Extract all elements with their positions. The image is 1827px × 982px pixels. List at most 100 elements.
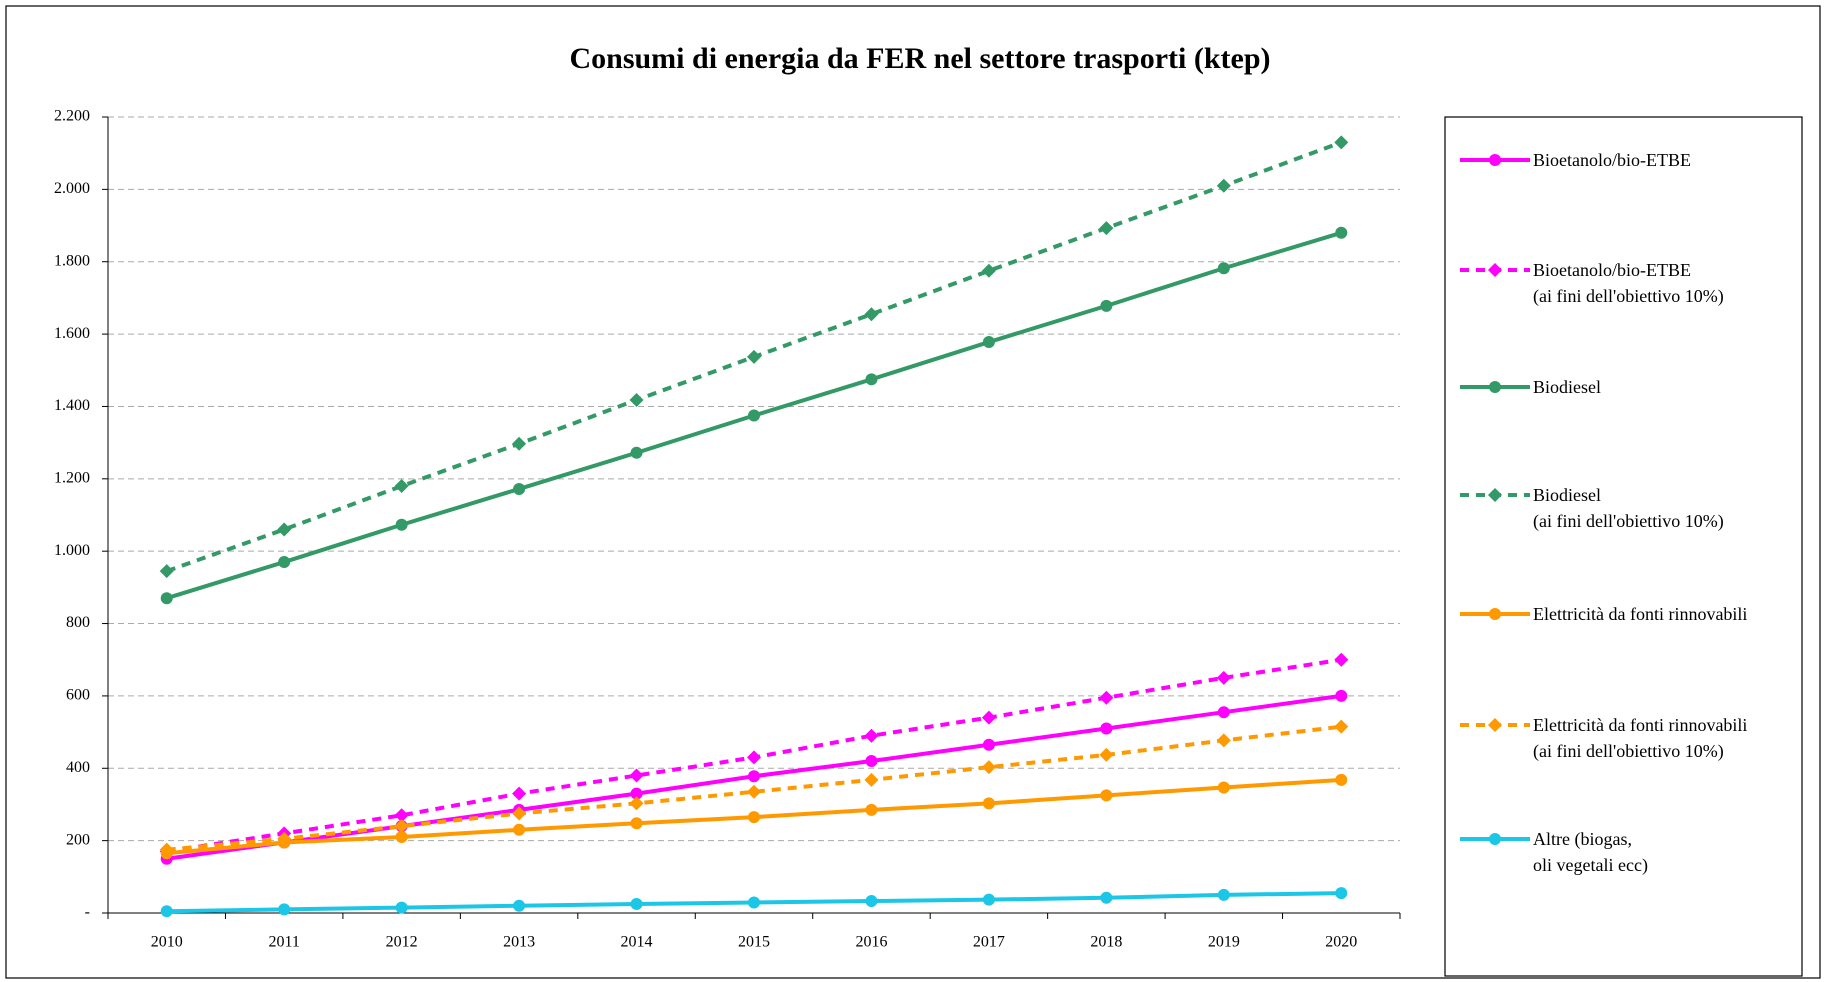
marker	[982, 738, 995, 751]
marker	[982, 893, 995, 906]
legend-marker	[1489, 833, 1501, 845]
marker	[748, 896, 760, 909]
marker	[1334, 135, 1349, 150]
marker	[513, 482, 526, 495]
chart-border	[5, 5, 1821, 979]
x-tick-label: 2016	[855, 934, 887, 951]
marker	[278, 556, 291, 569]
marker	[630, 787, 643, 800]
marker	[1099, 690, 1114, 705]
chart-title: Consumi di energia da FER nel settore tr…	[569, 42, 1270, 75]
marker	[1100, 789, 1113, 802]
marker	[160, 905, 173, 918]
legend-marker	[1489, 381, 1501, 393]
marker	[1217, 888, 1230, 901]
marker	[1335, 226, 1348, 239]
y-tick-label: 400	[66, 759, 90, 776]
marker	[981, 760, 996, 775]
marker	[1100, 299, 1113, 312]
marker	[160, 592, 173, 605]
legend-marker	[1489, 154, 1501, 166]
y-tick-label: 2.200	[54, 108, 90, 125]
legend-label: Bioetanolo/bio-ETBE	[1533, 150, 1691, 170]
marker	[865, 803, 878, 816]
series-line	[166, 724, 1342, 852]
marker	[748, 409, 760, 422]
y-tick-label: 800	[66, 614, 90, 631]
legend-box	[1444, 116, 1803, 977]
marker	[629, 392, 644, 407]
marker	[865, 373, 878, 386]
marker	[1099, 747, 1114, 762]
legend-marker	[1488, 488, 1502, 502]
marker	[1100, 722, 1113, 735]
marker	[159, 564, 174, 579]
marker	[394, 819, 409, 834]
legend-marker	[1489, 608, 1501, 620]
marker	[395, 901, 408, 914]
x-tick-label: 2010	[151, 934, 183, 951]
legend-label: Biodiesel (ai fini dell'obiettivo 10%)	[1533, 485, 1724, 531]
marker	[1335, 887, 1348, 900]
marker	[981, 263, 996, 278]
marker	[278, 903, 291, 916]
y-tick-label: 1.400	[54, 397, 90, 414]
x-tick-label: 2020	[1325, 934, 1357, 951]
legend-label: Biodiesel	[1533, 377, 1601, 397]
y-tick-label: 600	[66, 687, 90, 704]
marker	[629, 796, 644, 811]
y-tick-label: 1.000	[54, 542, 90, 559]
x-tick-label: 2019	[1208, 934, 1240, 951]
marker	[512, 806, 527, 821]
marker	[1216, 733, 1231, 748]
marker	[630, 817, 643, 830]
marker	[395, 518, 408, 531]
marker	[1217, 706, 1230, 719]
marker	[865, 755, 878, 768]
legend-marker	[1488, 718, 1502, 732]
legend-label: Altre (biogas, oli vegetali ecc)	[1533, 829, 1648, 875]
marker	[630, 446, 643, 459]
marker	[1334, 719, 1349, 734]
x-tick-label: 2015	[738, 934, 770, 951]
x-tick-label: 2018	[1090, 934, 1122, 951]
marker	[981, 710, 996, 725]
marker	[512, 786, 527, 801]
legend-label: Elettricità da fonti rinnovabili (ai fin…	[1533, 715, 1748, 761]
marker	[865, 895, 878, 908]
marker	[748, 811, 760, 824]
x-tick-label: 2012	[386, 934, 418, 951]
marker	[747, 784, 761, 799]
marker	[630, 897, 643, 910]
marker	[864, 728, 879, 743]
x-tick-label: 2014	[621, 934, 653, 951]
marker	[1335, 689, 1348, 702]
marker	[394, 808, 409, 823]
marker	[512, 436, 527, 451]
marker	[159, 842, 174, 857]
marker	[629, 768, 644, 783]
marker	[864, 772, 879, 787]
legend-label: Elettricità da fonti rinnovabili	[1533, 604, 1748, 624]
marker	[1217, 262, 1230, 275]
marker	[982, 336, 995, 349]
marker	[1335, 773, 1348, 786]
x-tick-label: 2011	[268, 934, 299, 951]
x-tick-label: 2017	[973, 934, 1005, 951]
y-tick-label: 2.000	[54, 180, 90, 197]
marker	[864, 307, 879, 322]
marker	[513, 823, 526, 836]
marker	[747, 349, 761, 364]
marker	[277, 831, 292, 846]
marker	[747, 750, 761, 765]
marker	[1217, 781, 1230, 794]
y-tick-label: 200	[66, 831, 90, 848]
marker	[1334, 652, 1349, 667]
marker	[748, 770, 760, 783]
marker	[982, 797, 995, 810]
marker	[1100, 891, 1113, 904]
marker	[1216, 670, 1231, 685]
y-tick-label: 1.200	[54, 469, 90, 486]
